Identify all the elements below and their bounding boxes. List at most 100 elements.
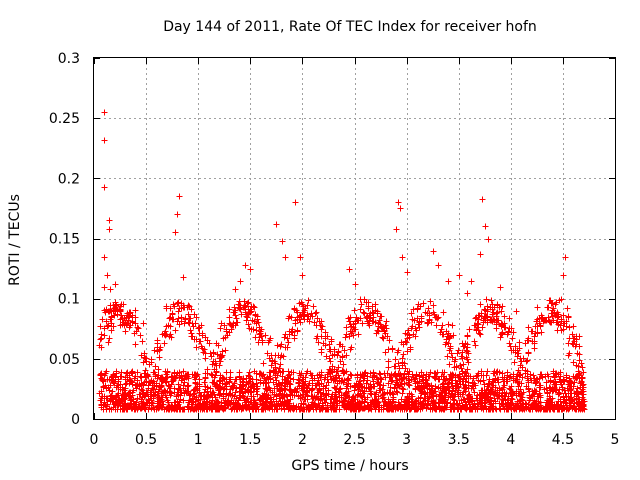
data-point bbox=[313, 322, 320, 329]
data-point bbox=[198, 343, 205, 350]
data-point bbox=[143, 389, 150, 396]
data-point bbox=[120, 319, 127, 326]
data-point bbox=[287, 375, 294, 382]
data-point bbox=[449, 322, 456, 329]
data-point bbox=[520, 389, 527, 396]
data-point bbox=[109, 388, 116, 395]
data-point bbox=[560, 377, 567, 384]
data-point bbox=[380, 335, 387, 342]
data-point bbox=[541, 406, 548, 413]
data-point bbox=[319, 405, 326, 412]
data-point bbox=[339, 367, 346, 374]
data-point bbox=[117, 322, 124, 329]
data-point bbox=[194, 387, 201, 394]
data-point bbox=[362, 404, 369, 411]
data-point bbox=[301, 381, 308, 388]
data-point bbox=[527, 406, 534, 413]
data-point bbox=[198, 322, 205, 329]
data-point bbox=[483, 387, 490, 394]
data-point bbox=[336, 386, 343, 393]
data-point bbox=[567, 380, 574, 387]
data-point bbox=[408, 325, 415, 332]
data-point bbox=[162, 388, 169, 395]
data-point bbox=[175, 392, 182, 399]
data-point bbox=[97, 372, 104, 379]
data-point bbox=[558, 296, 565, 303]
data-point bbox=[392, 370, 399, 377]
data-point bbox=[146, 379, 153, 386]
data-point bbox=[508, 325, 515, 332]
data-point bbox=[107, 286, 114, 293]
data-point bbox=[185, 302, 192, 309]
data-point bbox=[391, 363, 398, 370]
data-point bbox=[448, 391, 455, 398]
data-point bbox=[430, 302, 437, 309]
points-layer bbox=[96, 109, 588, 413]
data-point bbox=[446, 334, 453, 341]
data-point bbox=[427, 389, 434, 396]
data-point bbox=[386, 389, 393, 396]
data-point bbox=[251, 368, 258, 375]
data-point bbox=[427, 369, 434, 376]
data-point bbox=[214, 351, 221, 358]
data-point bbox=[300, 378, 307, 385]
x-tick-label: 2.5 bbox=[343, 432, 365, 448]
data-point bbox=[288, 314, 295, 321]
data-point bbox=[473, 327, 480, 334]
data-point bbox=[543, 379, 550, 386]
data-point bbox=[112, 281, 119, 288]
data-point bbox=[378, 313, 385, 320]
data-point bbox=[300, 309, 307, 316]
data-point bbox=[237, 278, 244, 285]
data-point bbox=[247, 308, 254, 315]
data-point bbox=[348, 400, 355, 407]
data-point bbox=[332, 385, 339, 392]
data-point bbox=[136, 391, 143, 398]
data-point bbox=[440, 309, 447, 316]
data-point bbox=[477, 251, 484, 258]
data-point bbox=[365, 320, 372, 327]
data-point bbox=[464, 348, 471, 355]
data-point bbox=[276, 365, 283, 372]
data-point bbox=[104, 272, 111, 279]
data-point bbox=[121, 315, 128, 322]
data-point bbox=[325, 387, 332, 394]
data-point bbox=[493, 325, 500, 332]
data-point bbox=[454, 405, 461, 412]
data-point bbox=[345, 315, 352, 322]
data-point bbox=[132, 307, 139, 314]
data-point bbox=[525, 379, 532, 386]
data-point bbox=[154, 340, 161, 347]
data-point bbox=[501, 393, 508, 400]
data-point bbox=[329, 363, 336, 370]
data-point bbox=[186, 320, 193, 327]
data-point bbox=[497, 284, 504, 291]
data-point bbox=[575, 371, 582, 378]
data-point bbox=[392, 406, 399, 413]
data-point bbox=[380, 324, 387, 331]
data-point bbox=[361, 394, 368, 401]
x-tick-label: 3.5 bbox=[448, 432, 470, 448]
data-point bbox=[525, 386, 532, 393]
data-point bbox=[207, 385, 214, 392]
data-point bbox=[565, 352, 572, 359]
data-point bbox=[341, 347, 348, 354]
data-point bbox=[385, 358, 392, 365]
data-point bbox=[355, 380, 362, 387]
data-point bbox=[553, 319, 560, 326]
data-point bbox=[174, 318, 181, 325]
data-point bbox=[380, 382, 387, 389]
data-point bbox=[98, 331, 105, 338]
data-point bbox=[530, 372, 537, 379]
data-point bbox=[212, 360, 219, 367]
data-point bbox=[570, 383, 577, 390]
data-point bbox=[97, 336, 104, 343]
data-point bbox=[322, 399, 329, 406]
data-point bbox=[276, 381, 283, 388]
data-point bbox=[420, 398, 427, 405]
data-point bbox=[464, 366, 471, 373]
data-point bbox=[209, 361, 216, 368]
data-point bbox=[372, 307, 379, 314]
data-point bbox=[267, 394, 274, 401]
data-point bbox=[405, 381, 412, 388]
